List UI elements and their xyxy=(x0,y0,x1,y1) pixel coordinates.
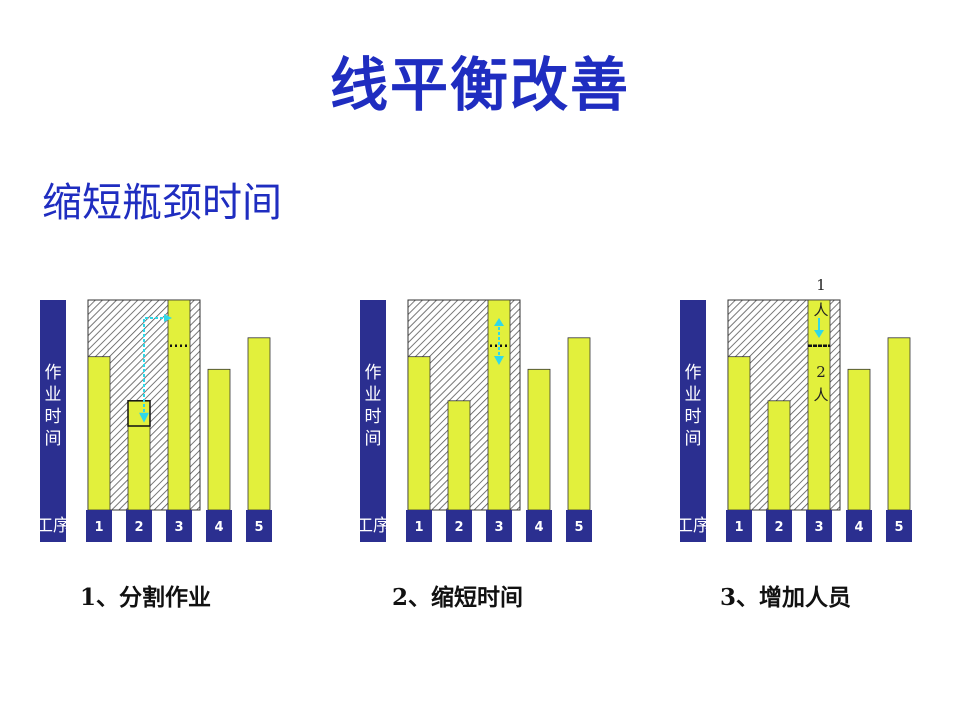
process-bar-3 xyxy=(487,299,511,511)
process-label-box-3 xyxy=(806,510,832,542)
shorten-arrow-down xyxy=(494,356,504,365)
axis-ylabel-char: 时 xyxy=(45,407,62,427)
process-label-2: 2 xyxy=(134,520,143,535)
process-bar-4 xyxy=(847,368,871,511)
page-subtitle: 缩短瓶颈时间 xyxy=(42,180,282,226)
process-bar-2 xyxy=(767,400,791,511)
staff-annotation-person-2: 人 xyxy=(813,386,828,404)
process-label-box-4 xyxy=(846,510,872,542)
process-label-box-2 xyxy=(446,510,472,542)
process-label-2: 2 xyxy=(774,520,783,535)
process-label-box-5 xyxy=(566,510,592,542)
axis-ylabel-char: 作 xyxy=(365,363,382,383)
process-label-box-4 xyxy=(526,510,552,542)
axis-time-bar xyxy=(40,300,66,510)
process-label-2: 2 xyxy=(454,520,463,535)
caption-shorten-time: 2、缩短时间 xyxy=(392,584,524,611)
process-label-box-1 xyxy=(726,510,752,542)
process-bar-4 xyxy=(207,368,231,511)
process-label-box-3 xyxy=(486,510,512,542)
process-label-3: 3 xyxy=(814,520,823,535)
staff-annotation-2: 2 xyxy=(816,363,826,381)
process-bar-1 xyxy=(87,356,111,511)
axis-ylabel-char: 业 xyxy=(685,385,702,405)
move-arrow-head xyxy=(139,412,149,423)
diagram-shorten-time: 作业时间工序 1 2 3 4 5 xyxy=(356,270,610,560)
process-bar-3 xyxy=(167,299,191,511)
caption-add-staff: 3、增加人员 xyxy=(720,584,852,611)
shorten-arrow-up xyxy=(494,318,504,326)
process-label-5: 5 xyxy=(574,520,583,535)
axis-ylabel-char: 间 xyxy=(685,429,702,449)
process-label-4: 4 xyxy=(214,520,223,535)
axis-ylabel-char: 作 xyxy=(45,363,62,383)
axis-ylabel-char: 时 xyxy=(365,407,382,427)
process-label-box-1 xyxy=(406,510,432,542)
process-label-box-5 xyxy=(886,510,912,542)
move-arrow-path xyxy=(143,317,168,417)
process-bar-1 xyxy=(727,356,751,511)
axis-ylabel-char: 业 xyxy=(45,385,62,405)
process-bar-5 xyxy=(567,337,591,511)
process-label-1: 1 xyxy=(94,520,103,535)
diagram-add-staff: 作业时间工序 1 2 3 4 5 1 人 2 人 xyxy=(676,270,930,560)
axis-xlabel: 工序 xyxy=(36,516,70,536)
staff-annotation-person-1: 人 xyxy=(813,301,828,319)
process-label-4: 4 xyxy=(854,520,863,535)
process-label-box-2 xyxy=(126,510,152,542)
axis-ylabel-char: 间 xyxy=(365,429,382,449)
axis-time-bar xyxy=(680,300,706,510)
axis-ylabel-char: 作 xyxy=(685,363,702,383)
process-label-5: 5 xyxy=(894,520,903,535)
caption-split-work: 1、分割作业 xyxy=(80,584,212,611)
process-label-1: 1 xyxy=(414,520,423,535)
page-title: 线平衡改善 xyxy=(329,51,630,119)
axis-process-box xyxy=(360,510,386,542)
axis-process-box xyxy=(680,510,706,542)
process-label-box-3 xyxy=(166,510,192,542)
process-bar-5 xyxy=(247,337,271,511)
process-label-5: 5 xyxy=(254,520,263,535)
process-bar-2 xyxy=(447,400,471,511)
process-label-box-5 xyxy=(246,510,272,542)
move-arrow-tail xyxy=(164,314,172,322)
process-label-box-1 xyxy=(86,510,112,542)
diagram-split-work: 作业时间工序 1 2 3 4 5 xyxy=(36,270,290,560)
process-label-3: 3 xyxy=(494,520,503,535)
axis-ylabel-char: 间 xyxy=(45,429,62,449)
process-label-box-4 xyxy=(206,510,232,542)
process-label-3: 3 xyxy=(174,520,183,535)
process-label-box-2 xyxy=(766,510,792,542)
axis-ylabel-char: 时 xyxy=(685,407,702,427)
process-bar-4 xyxy=(527,368,551,511)
staff-arrow-head xyxy=(814,330,824,338)
axis-xlabel: 工序 xyxy=(676,516,710,536)
axis-time-bar xyxy=(360,300,386,510)
process-label-4: 4 xyxy=(534,520,543,535)
axis-process-box xyxy=(40,510,66,542)
process-bar-5 xyxy=(887,337,911,511)
process-bar-1 xyxy=(407,356,431,511)
axis-xlabel: 工序 xyxy=(356,516,390,536)
staff-annotation-1: 1 xyxy=(816,276,826,294)
process-label-1: 1 xyxy=(734,520,743,535)
axis-ylabel-char: 业 xyxy=(365,385,382,405)
